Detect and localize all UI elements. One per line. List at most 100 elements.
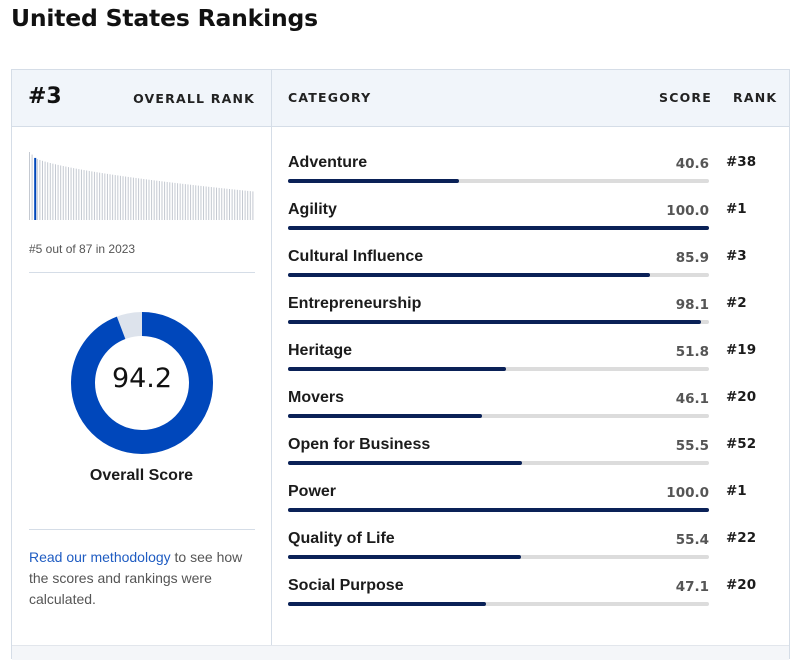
sparkline-bar (171, 182, 173, 220)
sparkline-bar (47, 162, 49, 220)
sparkline-bar (93, 171, 95, 220)
sparkline-bar (208, 186, 210, 220)
sparkline-bar (145, 179, 147, 220)
sparkline-bar (197, 185, 199, 220)
sparkline-bar (169, 182, 171, 220)
score-bar-track (288, 508, 709, 512)
rank-column-header: RANK (733, 90, 778, 105)
overall-rank-header: #3 OVERALL RANK (12, 70, 272, 127)
score-bar-fill (288, 226, 709, 230)
sparkline-bar (65, 166, 67, 220)
category-name: Heritage (288, 342, 353, 359)
sparkline-bar (218, 187, 220, 220)
category-row: Social Purpose 47.1 #20 (272, 550, 789, 606)
ranking-sparkline (29, 152, 254, 220)
sparkline-bar (249, 191, 251, 220)
score-bar-track (288, 367, 709, 371)
sparkline-bar (52, 163, 54, 220)
category-rank: #52 (726, 436, 757, 452)
category-row: Heritage 51.8 #19 (272, 315, 789, 371)
category-score: 40.6 (675, 156, 709, 172)
sparkline-bar (223, 188, 225, 220)
methodology-text: to see how the scores and rankings were … (29, 549, 243, 607)
sparkline-bar (195, 185, 197, 220)
score-bar-track (288, 414, 709, 418)
sparkline-bar (36, 158, 38, 220)
sparkline-bar (216, 187, 218, 220)
bottom-strip (12, 645, 789, 660)
category-rank: #2 (726, 295, 747, 311)
sparkline-bar (210, 187, 212, 220)
sparkline-bar (205, 186, 207, 220)
sparkline-bar (41, 160, 43, 220)
sparkline-bar (62, 166, 64, 220)
score-bar-fill (288, 414, 483, 418)
category-score: 46.1 (675, 391, 709, 407)
sparkline-bar (187, 184, 189, 220)
category-rank: #20 (726, 577, 757, 593)
sparkline-bar (226, 188, 228, 220)
sparkline-bar (130, 177, 132, 220)
category-score: 100.0 (666, 485, 709, 501)
category-row: Power 100.0 #1 (272, 456, 789, 512)
sparkline-bar (75, 168, 77, 220)
sparkline-bar (190, 184, 192, 220)
sparkline-bar (156, 180, 158, 220)
sparkline-bar (161, 181, 163, 220)
overall-score-donut (71, 312, 213, 454)
sparkline-bar (44, 161, 46, 220)
category-score: 85.9 (675, 250, 709, 266)
sparkline-bar (213, 187, 215, 220)
sparkline-bar (153, 180, 155, 220)
score-bar-fill (288, 555, 522, 559)
score-bar-fill (288, 461, 522, 465)
sparkline-bar (182, 183, 184, 220)
sparkline-bar (112, 174, 114, 220)
sparkline-bar (231, 189, 233, 220)
methodology-link[interactable]: Read our methodology (29, 549, 171, 565)
sparkline-highlight-bar (34, 157, 37, 220)
category-name: Social Purpose (288, 577, 404, 594)
sparkline-bar (138, 178, 140, 220)
sparkline-bar (104, 173, 106, 220)
page-title: United States Rankings (11, 4, 318, 32)
sparkline-bar (158, 181, 160, 220)
overall-score-value: 94.2 (111, 363, 173, 394)
category-rank: #1 (726, 483, 747, 499)
sparkline-bar (119, 175, 121, 220)
category-name: Open for Business (288, 436, 431, 453)
score-bar-track (288, 273, 709, 277)
previous-rank-caption: #5 out of 87 in 2023 (29, 242, 136, 256)
sparkline-bar (174, 182, 176, 220)
sparkline-bar (242, 190, 244, 220)
sparkline-bar (203, 186, 205, 220)
sparkline-bar (73, 168, 75, 220)
score-bar-track (288, 602, 709, 606)
category-rank: #19 (726, 342, 757, 358)
sparkline-bar (148, 179, 150, 220)
category-rank: #20 (726, 389, 757, 405)
sparkline-bar (140, 178, 142, 220)
sparkline-bar (247, 190, 249, 220)
overall-score-label: Overall Score (89, 467, 194, 484)
sparkline-bar (239, 190, 241, 220)
score-bar-track (288, 179, 709, 183)
sparkline-bar (86, 170, 88, 220)
category-name: Adventure (288, 154, 368, 171)
sparkline-bar (91, 171, 93, 220)
sparkline-bar (70, 167, 72, 220)
sparkline-bar (252, 191, 254, 220)
score-bar-track (288, 320, 709, 324)
category-name: Entrepreneurship (288, 295, 422, 312)
score-bar-fill (288, 602, 487, 606)
score-bar-track (288, 555, 709, 559)
sparkline-bar (127, 176, 129, 220)
category-row: Agility 100.0 #1 (272, 174, 789, 230)
category-name: Power (288, 483, 337, 500)
sparkline-bar (54, 164, 56, 220)
category-rank: #1 (726, 201, 747, 217)
overall-panel: #5 out of 87 in 2023 94.2 Overall Score … (12, 127, 272, 658)
category-name: Cultural Influence (288, 248, 424, 265)
sparkline-bar (192, 185, 194, 220)
methodology-note: Read our methodology to see how the scor… (29, 547, 251, 610)
